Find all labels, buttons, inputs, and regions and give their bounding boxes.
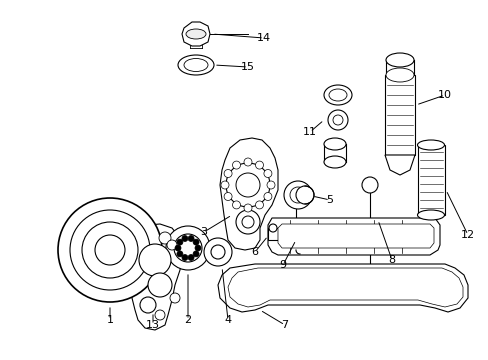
Circle shape	[174, 234, 202, 262]
Ellipse shape	[324, 156, 346, 168]
Circle shape	[255, 201, 263, 209]
Circle shape	[177, 239, 183, 245]
Circle shape	[225, 163, 269, 207]
Text: 1: 1	[106, 315, 113, 325]
Ellipse shape	[324, 138, 346, 150]
Polygon shape	[267, 228, 278, 240]
Circle shape	[361, 177, 377, 193]
Text: 5: 5	[326, 195, 333, 205]
Polygon shape	[218, 264, 467, 312]
Text: 3: 3	[200, 227, 207, 237]
Text: 7: 7	[281, 320, 288, 330]
Circle shape	[148, 273, 172, 297]
Circle shape	[232, 201, 240, 209]
Circle shape	[236, 173, 260, 197]
Text: 10: 10	[437, 90, 451, 100]
Ellipse shape	[385, 53, 413, 67]
Text: 11: 11	[303, 127, 316, 137]
Circle shape	[221, 181, 228, 189]
Ellipse shape	[178, 55, 214, 75]
Circle shape	[140, 297, 156, 313]
Text: 13: 13	[146, 320, 160, 330]
Ellipse shape	[328, 89, 346, 101]
Circle shape	[177, 251, 183, 257]
Circle shape	[327, 110, 347, 130]
Circle shape	[289, 187, 305, 203]
Circle shape	[167, 240, 177, 250]
Circle shape	[58, 198, 162, 302]
Ellipse shape	[324, 85, 351, 105]
Circle shape	[95, 235, 125, 265]
Circle shape	[224, 193, 232, 201]
Circle shape	[242, 216, 253, 228]
Ellipse shape	[385, 68, 413, 82]
Circle shape	[264, 193, 271, 201]
Polygon shape	[278, 224, 433, 248]
Text: 15: 15	[241, 62, 254, 72]
Circle shape	[188, 235, 194, 242]
Circle shape	[155, 310, 164, 320]
Circle shape	[232, 161, 240, 169]
Circle shape	[264, 170, 271, 177]
Polygon shape	[220, 138, 278, 250]
Circle shape	[224, 170, 232, 177]
Polygon shape	[384, 75, 414, 155]
Circle shape	[255, 161, 263, 169]
Polygon shape	[128, 224, 182, 330]
Polygon shape	[267, 218, 439, 255]
Circle shape	[295, 186, 313, 204]
Text: 6: 6	[251, 247, 258, 257]
Ellipse shape	[183, 59, 207, 72]
Polygon shape	[182, 22, 209, 46]
Circle shape	[193, 239, 199, 245]
Circle shape	[70, 210, 150, 290]
Circle shape	[193, 251, 199, 257]
Circle shape	[175, 245, 181, 251]
Circle shape	[170, 293, 180, 303]
Circle shape	[236, 210, 260, 234]
Text: 2: 2	[184, 315, 191, 325]
Circle shape	[182, 255, 187, 261]
Circle shape	[332, 115, 342, 125]
Ellipse shape	[185, 29, 205, 39]
Circle shape	[244, 158, 251, 166]
Circle shape	[195, 245, 201, 251]
Circle shape	[210, 245, 224, 259]
Text: 12: 12	[460, 230, 474, 240]
Circle shape	[284, 181, 311, 209]
Ellipse shape	[417, 140, 444, 150]
Circle shape	[268, 224, 276, 232]
Text: 4: 4	[224, 315, 231, 325]
Circle shape	[159, 232, 171, 244]
Polygon shape	[227, 268, 462, 307]
Circle shape	[266, 181, 274, 189]
Circle shape	[82, 222, 138, 278]
Ellipse shape	[417, 210, 444, 220]
Text: 9: 9	[279, 260, 286, 270]
Text: 14: 14	[256, 33, 270, 43]
Circle shape	[188, 255, 194, 261]
Circle shape	[182, 235, 187, 242]
Circle shape	[203, 238, 231, 266]
Text: 8: 8	[387, 255, 395, 265]
Polygon shape	[384, 155, 414, 175]
Circle shape	[244, 204, 251, 212]
Polygon shape	[417, 145, 444, 215]
Circle shape	[165, 226, 209, 270]
Circle shape	[139, 244, 171, 276]
